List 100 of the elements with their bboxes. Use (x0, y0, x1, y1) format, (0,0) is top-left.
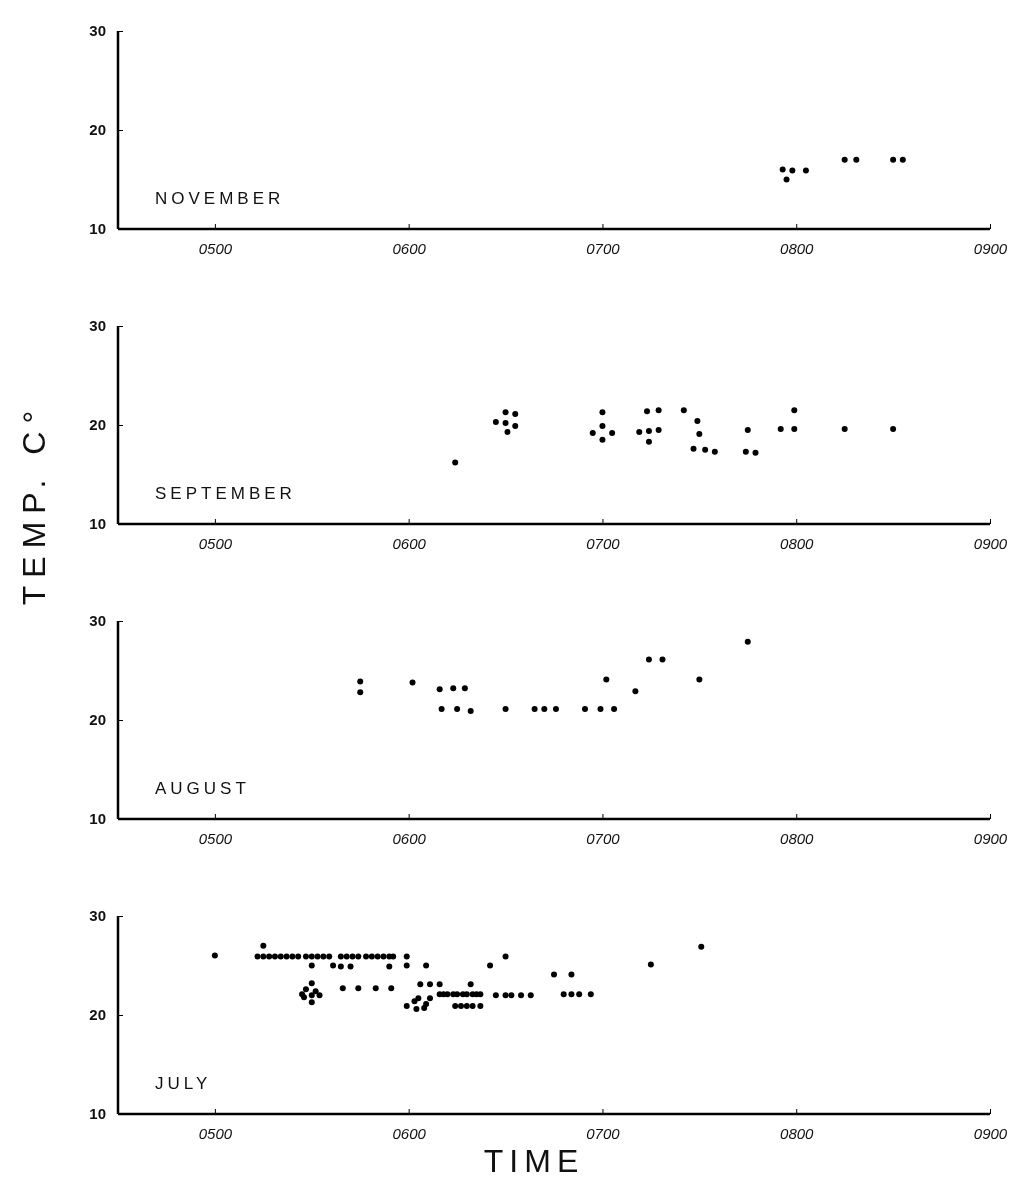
y-tick-label: 30 (89, 317, 106, 335)
y-tick-label: 20 (89, 711, 106, 729)
point (645, 427, 652, 434)
point (802, 167, 809, 174)
point (783, 176, 790, 183)
x-tick-label: 0600 (392, 829, 427, 847)
y-axis-title: TEMP. C° (16, 402, 52, 606)
point (645, 438, 652, 445)
point (655, 407, 662, 414)
x-tick-label: 0500 (198, 829, 233, 847)
x-tick-label: 0800 (780, 239, 815, 257)
point (454, 706, 461, 713)
x-tick-label: 0500 (198, 534, 233, 552)
y-tick-label: 10 (89, 220, 106, 238)
x-tick-label: 0500 (198, 239, 233, 257)
x-axis-title: TIME (483, 1143, 585, 1179)
point (702, 446, 709, 453)
point (599, 409, 606, 416)
x-tick-label: 0600 (392, 1124, 427, 1142)
point (655, 426, 662, 433)
x-tick-label: 0700 (586, 1124, 621, 1142)
point (694, 418, 701, 425)
y-tick-label: 20 (89, 121, 106, 139)
y-tick-label: 30 (89, 612, 106, 630)
point (450, 685, 457, 692)
y-tick-label: 30 (89, 22, 106, 40)
point (744, 426, 751, 433)
point (461, 685, 468, 692)
point (438, 706, 445, 713)
y-tick-label: 20 (89, 416, 106, 434)
point (603, 676, 610, 683)
text: SEPTEMBER (155, 484, 296, 503)
y-tick-label: 30 (89, 907, 106, 925)
y-tick-label: 10 (89, 1105, 106, 1123)
point (632, 688, 639, 695)
y-tick-label: 10 (89, 515, 106, 533)
point (502, 409, 509, 416)
point (791, 425, 798, 432)
point (742, 448, 749, 455)
x-tick-label: 0700 (586, 829, 621, 847)
point (589, 429, 596, 436)
point (409, 679, 416, 686)
point (599, 422, 606, 429)
point (696, 430, 703, 437)
x-tick-label: 0800 (780, 534, 815, 552)
x-tick-label: 0800 (780, 829, 815, 847)
x-tick-label: 0900 (973, 829, 1008, 847)
x-tick-label: 0900 (973, 534, 1008, 552)
y-tick-label: 20 (89, 1006, 106, 1024)
x-tick-label: 0500 (198, 1124, 233, 1142)
text: AUGUST (155, 779, 250, 798)
text: NOVEMBER (155, 189, 285, 208)
y-tick-label: 10 (89, 810, 106, 828)
point (696, 676, 703, 683)
point (680, 407, 687, 414)
point (552, 706, 559, 713)
point (541, 706, 548, 713)
point (597, 706, 604, 713)
point (582, 706, 588, 713)
point (853, 156, 860, 163)
point (512, 411, 519, 418)
point (599, 436, 606, 443)
point (467, 708, 474, 715)
point (502, 706, 509, 713)
point (890, 425, 897, 432)
point (777, 425, 784, 432)
point (531, 706, 538, 713)
point (512, 422, 519, 429)
point (744, 638, 751, 645)
point (791, 407, 798, 414)
point (504, 428, 511, 435)
point (357, 678, 364, 685)
x-tick-label: 0600 (392, 239, 427, 257)
point (611, 706, 618, 713)
x-tick-label: 0600 (392, 534, 427, 552)
point (711, 448, 718, 455)
x-tick-label: 0900 (973, 239, 1008, 257)
x-tick-label: 0700 (586, 239, 621, 257)
point (841, 425, 848, 432)
point (357, 689, 364, 696)
point (659, 656, 666, 663)
point (636, 428, 643, 435)
x-tick-label: 0900 (973, 1124, 1008, 1142)
point (436, 686, 443, 693)
point (841, 156, 848, 163)
point (644, 408, 651, 415)
point (492, 419, 499, 426)
point (690, 445, 697, 452)
point (752, 449, 759, 456)
x-tick-label: 0700 (586, 534, 621, 552)
point (502, 420, 509, 427)
point (452, 459, 459, 466)
text: JULY (155, 1074, 212, 1093)
x-tick-label: 0800 (780, 1124, 815, 1142)
point (645, 656, 652, 663)
point (899, 156, 906, 163)
point (789, 167, 796, 174)
point (609, 429, 616, 436)
point (890, 156, 897, 163)
point (779, 166, 786, 173)
